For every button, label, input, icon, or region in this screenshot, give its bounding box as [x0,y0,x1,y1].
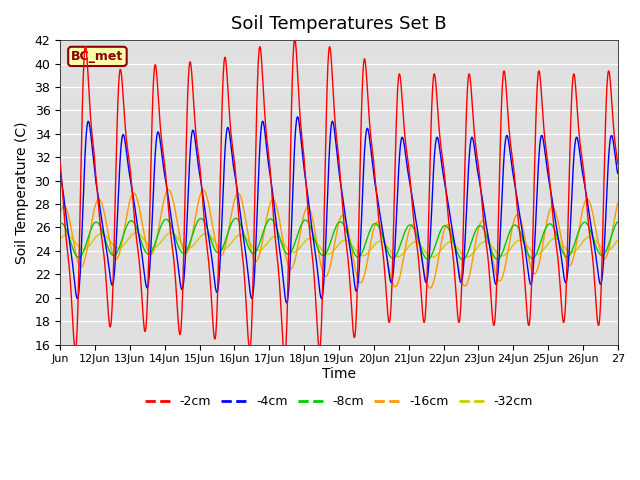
Title: Soil Temperatures Set B: Soil Temperatures Set B [231,15,447,33]
Legend: -2cm, -4cm, -8cm, -16cm, -32cm: -2cm, -4cm, -8cm, -16cm, -32cm [140,390,538,413]
X-axis label: Time: Time [322,367,356,381]
Text: BC_met: BC_met [71,50,124,63]
Y-axis label: Soil Temperature (C): Soil Temperature (C) [15,121,29,264]
